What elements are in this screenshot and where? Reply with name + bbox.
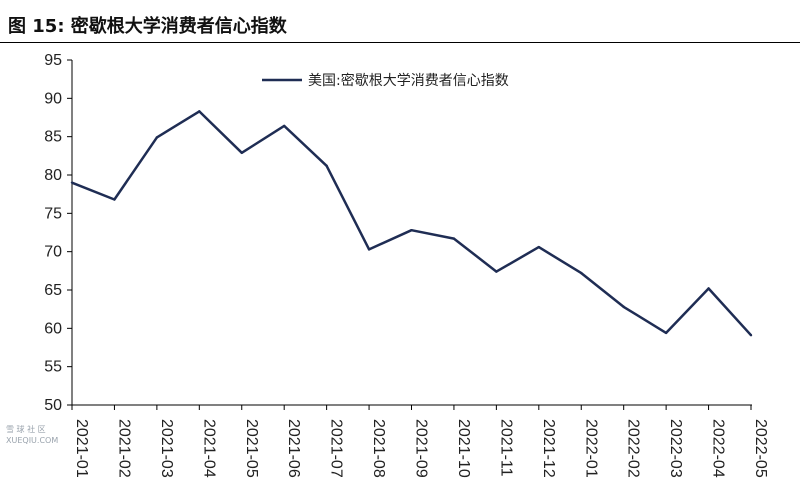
title-divider bbox=[0, 42, 800, 43]
x-tick-label: 2021-12 bbox=[540, 419, 557, 478]
data-point bbox=[495, 270, 498, 273]
y-tick-label: 50 bbox=[44, 397, 62, 414]
x-tick-label: 2021-06 bbox=[285, 419, 302, 478]
x-tick-label: 2021-09 bbox=[413, 419, 430, 478]
x-tick-label: 2022-02 bbox=[625, 419, 642, 478]
x-tick-label: 2021-10 bbox=[455, 419, 472, 478]
x-tick-label: 2021-02 bbox=[115, 419, 132, 478]
series-line bbox=[71, 110, 752, 337]
x-tick-label: 2021-05 bbox=[243, 419, 260, 478]
y-tick-label: 85 bbox=[44, 129, 62, 146]
data-point bbox=[452, 237, 456, 240]
figure-title: 图 15: 密歇根大学消费者信心指数 bbox=[8, 16, 287, 37]
watermark-logo: 雪 球 社 区 XUEQIU.COM bbox=[6, 424, 58, 446]
data-point bbox=[155, 136, 159, 139]
data-point bbox=[282, 124, 286, 128]
x-tick-label: 2021-04 bbox=[200, 419, 217, 478]
x-tick-label: 2022-01 bbox=[582, 419, 599, 478]
x-tick-label: 2022-03 bbox=[667, 419, 684, 478]
data-point bbox=[113, 198, 116, 201]
y-tick-label: 75 bbox=[44, 205, 62, 222]
y-tick-label: 70 bbox=[44, 244, 62, 261]
x-tick-label: 2021-03 bbox=[158, 419, 175, 478]
y-tick-label: 60 bbox=[44, 320, 62, 337]
data-point bbox=[410, 229, 413, 232]
series-group bbox=[70, 110, 753, 337]
data-point bbox=[664, 331, 668, 335]
data-point bbox=[325, 164, 328, 167]
chart-axes bbox=[71, 60, 752, 406]
y-tick-label: 95 bbox=[44, 52, 62, 69]
watermark-line-2: XUEQIU.COM bbox=[6, 436, 59, 445]
x-tick-label: 2021-07 bbox=[328, 419, 345, 478]
data-point bbox=[537, 245, 541, 249]
data-point bbox=[580, 271, 583, 275]
data-point bbox=[367, 248, 371, 251]
data-point bbox=[198, 110, 201, 113]
data-point bbox=[240, 151, 243, 154]
x-tick-label: 2022-05 bbox=[752, 419, 769, 478]
data-point bbox=[749, 334, 753, 337]
data-point bbox=[707, 287, 710, 290]
legend: 美国:密歇根大学消费者信心指数 bbox=[262, 72, 509, 89]
x-tick-label: 2022-04 bbox=[710, 419, 727, 478]
x-tick-label: 2021-08 bbox=[370, 419, 387, 478]
y-axis-ticks: 50 55 60 65 70 75 80 85 90 95 bbox=[44, 52, 72, 414]
x-tick-label: 2021-01 bbox=[73, 419, 90, 478]
data-point bbox=[70, 181, 74, 184]
y-tick-label: 80 bbox=[44, 167, 62, 184]
watermark-line-1: 雪 球 社 区 bbox=[6, 425, 46, 434]
x-tick-label: 2021-11 bbox=[497, 419, 514, 477]
y-tick-label: 90 bbox=[44, 90, 62, 107]
y-tick-label: 55 bbox=[44, 359, 62, 376]
data-point bbox=[622, 305, 625, 309]
y-tick-label: 65 bbox=[44, 282, 62, 299]
x-axis-ticks: 2021-01 2021-02 2021-03 2021-04 2021-05 2021-… bbox=[71, 405, 769, 478]
legend-label: 美国:密歇根大学消费者信心指数 bbox=[308, 72, 509, 89]
